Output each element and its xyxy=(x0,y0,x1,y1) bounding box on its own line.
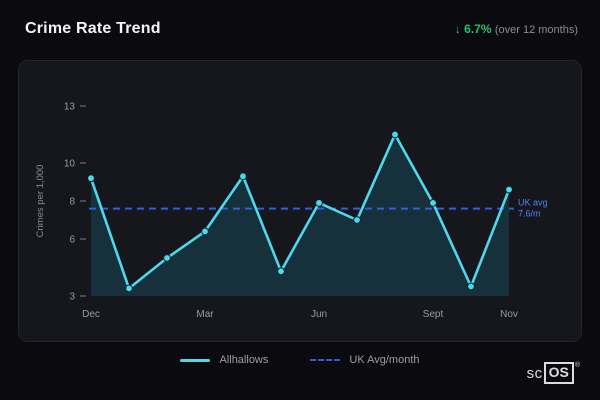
trend-caption: (over 12 months) xyxy=(494,24,578,36)
x-tick-label: Jun xyxy=(311,309,327,320)
legend-item-allhallows[interactable]: Allhallows xyxy=(180,354,268,366)
data-point[interactable] xyxy=(239,172,247,181)
data-point[interactable] xyxy=(163,254,171,262)
logo-box: OS xyxy=(543,362,574,384)
trend-value: 6.7% xyxy=(464,22,492,36)
logo-prefix: sc xyxy=(526,364,543,382)
data-point[interactable] xyxy=(505,185,513,194)
data-point[interactable] xyxy=(87,174,95,183)
trend-stat: ↓ 6.7% (over 12 months) xyxy=(455,22,578,36)
y-tick-label: 13 xyxy=(64,102,76,113)
area-fill xyxy=(91,134,509,296)
data-point[interactable] xyxy=(353,216,361,224)
data-point[interactable] xyxy=(315,199,323,207)
data-point[interactable] xyxy=(391,130,399,139)
legend-label-uk-avg: UK Avg/month xyxy=(349,354,420,366)
uk-avg-label-line1: UK avg xyxy=(518,198,548,208)
y-axis-title: Crimes per 1,000 xyxy=(35,165,46,238)
data-point[interactable] xyxy=(429,199,437,207)
page-title: Crime Rate Trend xyxy=(25,20,161,37)
y-tick-label: 8 xyxy=(69,197,75,208)
data-point[interactable] xyxy=(467,282,475,291)
y-tick-label: 6 xyxy=(69,235,75,246)
uk-avg-line-swatch xyxy=(310,359,341,361)
x-tick-label: Nov xyxy=(500,309,518,320)
data-point[interactable] xyxy=(277,267,285,276)
legend-label-allhallows: Allhallows xyxy=(219,354,269,366)
scos-logo: sc OS ® xyxy=(527,362,580,384)
allhallows-line xyxy=(89,133,511,290)
chart-card: 13 10 8 6 3 Dec Mar Jun Sept Nov UK avg 7.6/m Crimes… xyxy=(18,60,582,342)
uk-avg-label-line2: 7.6/m xyxy=(518,209,541,219)
registered-mark-icon: ® xyxy=(574,362,580,369)
x-tick-label: Mar xyxy=(196,309,214,320)
data-point[interactable] xyxy=(125,284,133,293)
header: Crime Rate Trend ↓ 6.7% (over 12 months) xyxy=(25,20,578,38)
data-point[interactable] xyxy=(201,227,209,236)
y-tick-label: 3 xyxy=(69,292,75,303)
y-tick-label: 10 xyxy=(64,159,76,170)
x-tick-label: Sept xyxy=(423,309,444,320)
trend-arrow-icon: ↓ xyxy=(454,22,461,36)
legend-item-uk-avg[interactable]: UK Avg/month xyxy=(310,354,420,366)
allhallows-line-swatch xyxy=(180,358,211,362)
chart-legend: Allhallows UK Avg/month xyxy=(0,354,600,366)
x-tick-label: Dec xyxy=(82,309,100,320)
